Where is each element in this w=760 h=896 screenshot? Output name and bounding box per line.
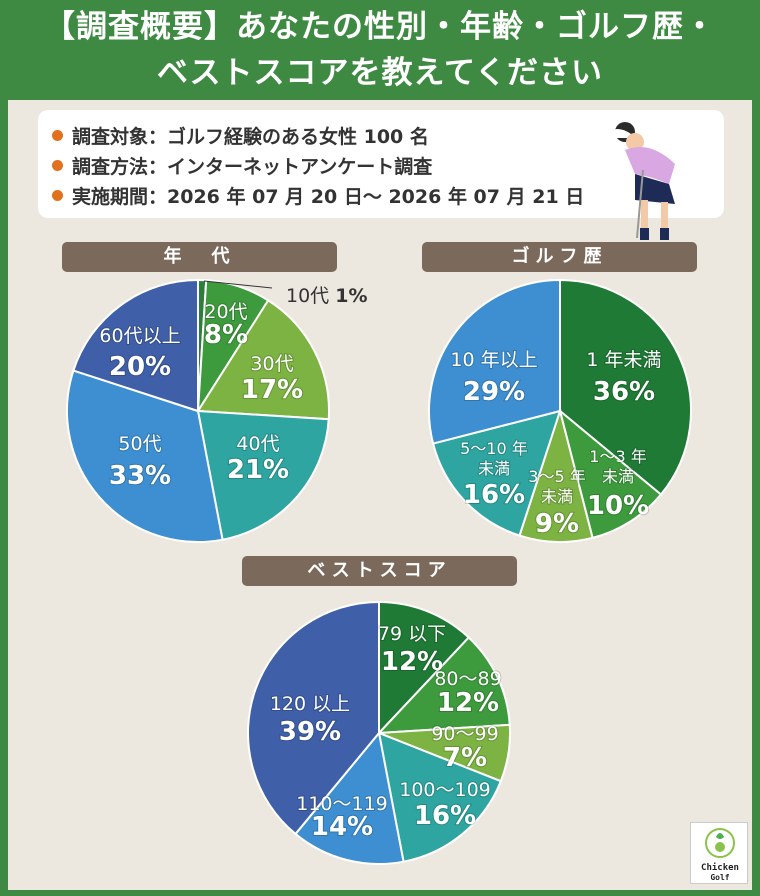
bullet-icon bbox=[52, 190, 63, 201]
slice-value: 33% bbox=[109, 461, 171, 491]
age-chart-title: 年 代 bbox=[62, 242, 337, 272]
slice-label: 1～3 年 bbox=[589, 447, 646, 466]
logo-text-line-1: Chicken bbox=[701, 863, 739, 873]
slice-value: 20% bbox=[109, 352, 171, 382]
page-title: 【調査概要】あなたの性別・年齢・ゴルフ歴・ ベストスコアを教えてください bbox=[0, 0, 760, 100]
chicken-golf-logo: Chicken Golf bbox=[690, 822, 748, 884]
slice-value: 10% bbox=[587, 491, 649, 521]
slice-label: 100～109 bbox=[399, 779, 491, 801]
slice-value: 9% bbox=[535, 509, 579, 539]
survey-summary-box: 調査対象：ゴルフ経験のある女性 100 名 調査方法：インターネットアンケート調… bbox=[38, 110, 724, 218]
survey-target-text: 調査対象：ゴルフ経験のある女性 100 名 bbox=[72, 126, 429, 148]
slice-value: 17% bbox=[241, 375, 303, 405]
slice-label: 10 年以上 bbox=[450, 349, 537, 371]
pie-slice-1-4 bbox=[428, 278, 561, 445]
title-line-1: 【調査概要】あなたの性別・年齢・ゴルフ歴・ bbox=[44, 9, 716, 45]
slice-label: 40代 bbox=[236, 433, 279, 455]
golfer-illustration bbox=[605, 122, 675, 240]
slice-label: 80～89 bbox=[434, 668, 501, 690]
slice-label: 10代 1% bbox=[286, 285, 367, 307]
slice-value: 8% bbox=[204, 320, 248, 350]
survey-target-row: 調査対象：ゴルフ経験のある女性 100 名 bbox=[52, 122, 429, 149]
title-line-2: ベストスコアを教えてください bbox=[156, 55, 604, 91]
slice-label: 30代 bbox=[250, 353, 293, 375]
chicken-logo-icon bbox=[705, 828, 735, 858]
slice-label-text: 10代 bbox=[286, 285, 335, 307]
slice-label: 110～119 bbox=[296, 793, 388, 815]
best-score-chart-title: ベストスコア bbox=[242, 556, 517, 586]
pie-slice-0-2 bbox=[196, 299, 330, 421]
slice-value: 36% bbox=[593, 377, 655, 407]
slice-value: 7% bbox=[443, 743, 487, 773]
survey-method-row: 調査方法：インターネットアンケート調査 bbox=[52, 152, 432, 179]
slice-value: 21% bbox=[227, 455, 289, 485]
pie-slice-2-1 bbox=[376, 636, 511, 735]
leader-line bbox=[203, 280, 273, 289]
pie-slice-0-3 bbox=[196, 409, 330, 541]
slice-value: 16% bbox=[463, 480, 525, 510]
slice-label-sub: 未満 bbox=[602, 467, 634, 486]
pie-slice-1-0 bbox=[559, 278, 692, 496]
slice-label: 50代 bbox=[118, 433, 161, 455]
survey-period-text: 実施期間：2026 年 07 月 20 日～ 2026 年 07 月 21 日 bbox=[72, 186, 585, 208]
logo-text-line-2: Golf bbox=[710, 873, 730, 882]
slice-label: 3～5 年 bbox=[528, 467, 585, 486]
slice-value: 29% bbox=[463, 377, 525, 407]
slice-label: 20代 bbox=[204, 301, 247, 323]
survey-method-text: 調査方法：インターネットアンケート調査 bbox=[72, 156, 433, 178]
best-score-pie-chart: 79 以下12%80～8912%90～997%100～10916%110～119… bbox=[247, 600, 511, 865]
bullet-icon bbox=[52, 130, 63, 141]
slice-label: 90～99 bbox=[431, 723, 498, 745]
pie-slice-2-5 bbox=[247, 600, 380, 836]
slice-label-sub: 未満 bbox=[478, 459, 510, 478]
slice-label: 79 以下 bbox=[378, 623, 446, 645]
slice-label: 1 年未満 bbox=[586, 349, 661, 371]
pie-slice-2-0 bbox=[378, 600, 471, 736]
slice-label: 120 以上 bbox=[270, 693, 350, 715]
pie-slice-0-4 bbox=[66, 369, 224, 543]
survey-period-row: 実施期間：2026 年 07 月 20 日～ 2026 年 07 月 21 日 bbox=[52, 182, 584, 209]
pie-slice-2-3 bbox=[377, 731, 503, 863]
slice-label-sub: 未満 bbox=[541, 487, 573, 506]
pie-slice-2-4 bbox=[294, 730, 405, 865]
slice-label: 60代以上 bbox=[99, 325, 180, 347]
pie-slice-1-3 bbox=[431, 409, 562, 537]
slice-value: 14% bbox=[311, 812, 373, 842]
slice-value: 16% bbox=[414, 801, 476, 831]
slice-value: 39% bbox=[279, 717, 341, 747]
slice-value: 12% bbox=[437, 688, 499, 718]
pie-slice-0-5 bbox=[72, 278, 199, 413]
slice-value: 1% bbox=[335, 285, 367, 307]
golf-history-chart-title: ゴルフ歴 bbox=[422, 242, 697, 272]
slice-value: 12% bbox=[381, 647, 443, 677]
bullet-icon bbox=[52, 160, 63, 171]
slice-label: 5～10 年 bbox=[460, 439, 528, 458]
